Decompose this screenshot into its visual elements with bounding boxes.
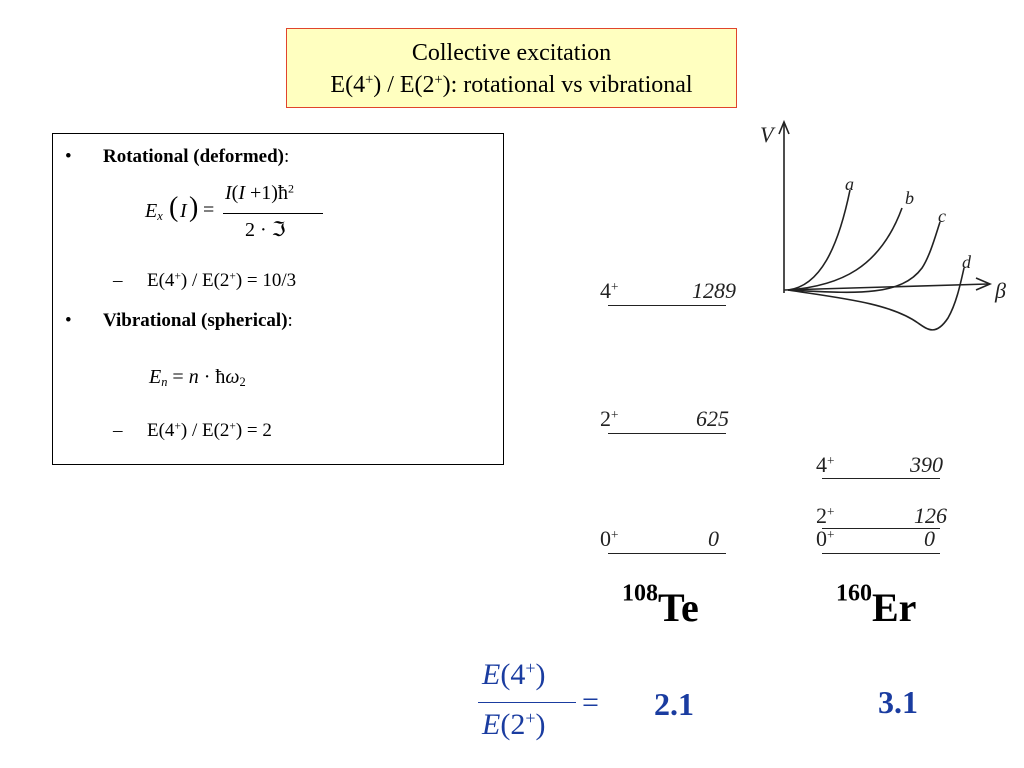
curve-b — [787, 207, 903, 291]
title-line-2: E(4+) / E(2+): rotational vs vibrational — [330, 72, 693, 98]
er-level-0-energy: 0 — [924, 526, 935, 551]
title-line-1: Collective excitation — [411, 40, 612, 66]
curve-label-a: a — [845, 174, 854, 194]
nucleus-te108: 108Te — [622, 580, 699, 630]
curve-d — [787, 267, 965, 331]
bullet-dot: • — [65, 146, 72, 167]
curve-label-d: d — [962, 252, 972, 272]
nucleus-er160: 160Er — [836, 580, 917, 630]
bullet-label-rotational: Rotational (deformed) — [103, 146, 284, 167]
curve-c — [787, 221, 941, 294]
content-box: • Rotational (deformed): Ex ( I ) = I(I … — [52, 133, 504, 465]
bullet-label-vibrational: Vibrational (spherical) — [103, 310, 288, 331]
x-axis — [783, 283, 989, 291]
te-level-4-energy: 1289 — [692, 278, 736, 303]
te-level-2-spin: 2+ — [600, 406, 619, 431]
x-axis-label: β — [994, 278, 1006, 303]
ratio-formula: E(4+) E(2+) = — [478, 658, 608, 758]
te-level-4-line — [608, 305, 726, 306]
title-box: Collective excitation E(4+) / E(2+): rot… — [286, 28, 737, 108]
er-level-0-line — [822, 553, 940, 554]
formula-rotational: Ex ( I ) = I(I +1)ħ2 2 · ℑ — [145, 182, 345, 244]
er-level-4-line — [822, 478, 940, 479]
y-axis-label: V — [760, 122, 776, 147]
te-level-2-energy: 625 — [696, 406, 729, 431]
ratio-value-te108: 2.1 — [654, 686, 694, 722]
er-level-0-spin: 0+ — [816, 526, 835, 551]
te-level-2-line — [608, 433, 726, 434]
er-level-2-energy: 126 — [914, 503, 947, 528]
te-level-0-line — [608, 553, 726, 554]
er-level-2-spin: 2+ — [816, 503, 835, 528]
potential-energy-plot: V β a b c d — [760, 119, 1006, 331]
er-level-4-energy: 390 — [910, 452, 943, 477]
er-level-2-line — [822, 528, 940, 529]
curve-label-c: c — [938, 206, 946, 226]
er-level-4-spin: 4+ — [816, 452, 835, 477]
te-level-0-energy: 0 — [708, 526, 719, 551]
curve-a — [787, 189, 851, 291]
ratio-value-er160: 3.1 — [878, 684, 918, 720]
formula-vibrational: En = n · ħω2 — [149, 366, 246, 390]
bullet-dot: • — [65, 310, 72, 331]
curve-label-b: b — [905, 188, 914, 208]
te-level-0-spin: 0+ — [600, 526, 619, 551]
te-level-4-spin: 4+ — [600, 278, 619, 303]
